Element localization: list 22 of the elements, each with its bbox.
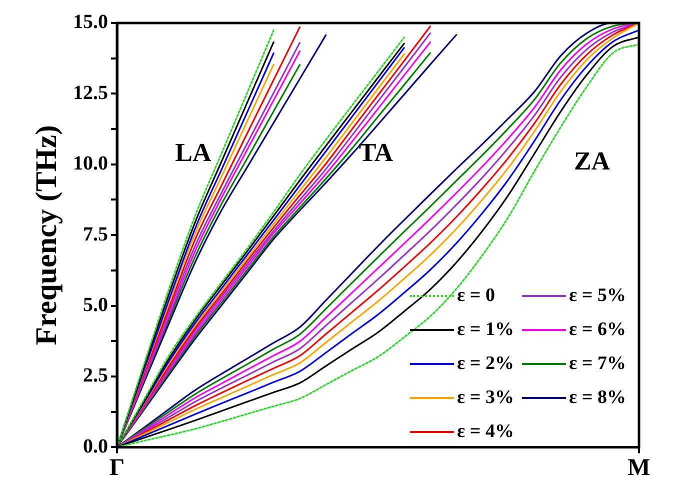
legend-label: ε = 4% xyxy=(457,421,514,443)
y-tick-label: 15.0 xyxy=(73,11,108,34)
legend-label: ε = 0 xyxy=(457,285,495,307)
legend-label: ε = 7% xyxy=(569,353,626,375)
y-tick-label: 7.5 xyxy=(83,223,108,246)
y-tick-label: 10.0 xyxy=(73,152,108,175)
y-tick-label: 12.5 xyxy=(73,82,108,104)
y-tick-label: 5.0 xyxy=(83,294,108,316)
legend-label: ε = 1% xyxy=(457,319,514,341)
annotation: ZA xyxy=(574,146,610,176)
annotation: TA xyxy=(358,138,394,168)
x-tick-label: Γ xyxy=(109,454,125,481)
x-tick-label: M xyxy=(628,454,650,481)
legend-label: ε = 5% xyxy=(569,285,626,307)
annotation: LA xyxy=(175,138,212,168)
legend-label: ε = 6% xyxy=(569,319,626,341)
legend-label: ε = 8% xyxy=(569,387,626,409)
y-tick-label: 0.0 xyxy=(83,435,108,458)
y-axis-title: Frequency (THz) xyxy=(30,124,63,346)
y-tick-label: 2.5 xyxy=(83,364,108,387)
legend-label: ε = 3% xyxy=(457,387,514,409)
legend-label: ε = 2% xyxy=(457,353,514,375)
